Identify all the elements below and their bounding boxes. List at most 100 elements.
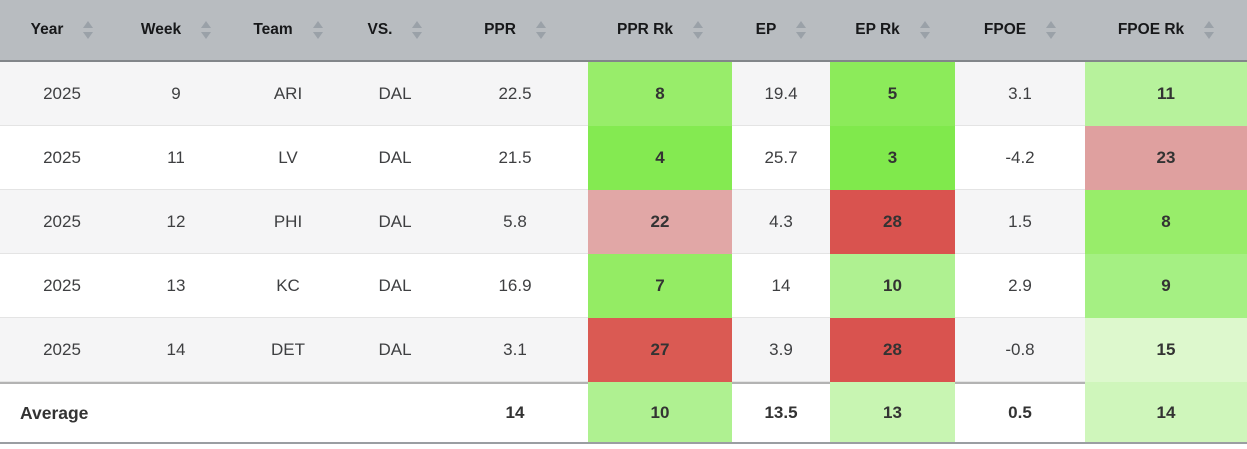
column-header-content: Year — [31, 21, 94, 39]
cell-ppr: 21.5 — [442, 126, 588, 190]
column-header-team[interactable]: Team — [228, 0, 348, 62]
column-header-content: Week — [140, 21, 212, 39]
column-header-fpoe[interactable]: FPOE — [955, 0, 1085, 62]
cell-fpoe_rk: 9 — [1085, 254, 1247, 318]
cell-ep: 25.7 — [732, 126, 830, 190]
cell-ep_rk: 28 — [830, 318, 955, 382]
cell-fpoe: 3.1 — [955, 62, 1085, 126]
sort-desc-icon — [412, 32, 423, 39]
average-cell-ep: 13.5 — [732, 382, 830, 442]
column-header-content: PPR Rk — [617, 21, 703, 39]
cell-ppr: 22.5 — [442, 62, 588, 126]
average-cell-ppr_rk: 10 — [588, 382, 732, 442]
cell-ep: 4.3 — [732, 190, 830, 254]
table-row: 2025 14 DET DAL 3.1 27 3.9 28 -0.8 15 — [0, 318, 1247, 382]
sort-desc-icon — [1046, 32, 1057, 39]
average-cell-fpoe_rk: 14 — [1085, 382, 1247, 442]
column-label: Week — [140, 21, 182, 38]
average-cell-vs — [348, 382, 442, 442]
average-row: Average 14 10 13.5 13 0.5 14 — [0, 382, 1247, 442]
column-header-vs[interactable]: VS. — [348, 0, 442, 62]
column-header-ppr[interactable]: PPR — [442, 0, 588, 62]
cell-ppr_rk: 7 — [588, 254, 732, 318]
sort-asc-icon — [412, 21, 423, 28]
sort-arrows-icon — [693, 21, 703, 39]
cell-year: 2025 — [0, 254, 124, 318]
sort-desc-icon — [796, 32, 807, 39]
cell-vs: DAL — [348, 254, 442, 318]
cell-fpoe_rk: 8 — [1085, 190, 1247, 254]
column-label: EP — [755, 21, 777, 38]
column-header-content: PPR — [484, 21, 546, 39]
column-header-content: EP Rk — [855, 21, 930, 39]
sort-desc-icon — [535, 32, 546, 39]
cell-vs: DAL — [348, 62, 442, 126]
cell-ppr: 3.1 — [442, 318, 588, 382]
column-label: PPR — [484, 21, 516, 38]
sort-arrows-icon — [412, 21, 423, 39]
column-label: EP Rk — [855, 21, 900, 38]
cell-vs: DAL — [348, 318, 442, 382]
cell-week: 12 — [124, 190, 228, 254]
sort-desc-icon — [312, 32, 323, 39]
cell-fpoe_rk: 23 — [1085, 126, 1247, 190]
cell-ppr: 16.9 — [442, 254, 588, 318]
sort-arrows-icon — [83, 21, 94, 39]
cell-ep: 14 — [732, 254, 830, 318]
column-header-content: VS. — [368, 21, 423, 39]
cell-week: 11 — [124, 126, 228, 190]
cell-fpoe_rk: 11 — [1085, 62, 1247, 126]
cell-year: 2025 — [0, 62, 124, 126]
sort-asc-icon — [83, 21, 94, 28]
table-row: 2025 13 KC DAL 16.9 7 14 10 2.9 9 — [0, 254, 1247, 318]
sort-asc-icon — [201, 21, 212, 28]
cell-ep: 19.4 — [732, 62, 830, 126]
sort-asc-icon — [693, 21, 703, 28]
cell-team: ARI — [228, 62, 348, 126]
column-label: PPR Rk — [617, 21, 673, 38]
column-header-content: FPOE Rk — [1118, 21, 1215, 39]
cell-ppr: 5.8 — [442, 190, 588, 254]
sort-arrows-icon — [312, 21, 323, 39]
column-header-content: Team — [253, 21, 323, 39]
sort-arrows-icon — [796, 21, 807, 39]
sort-arrows-icon — [201, 21, 212, 39]
cell-week: 13 — [124, 254, 228, 318]
sort-arrows-icon — [1204, 21, 1215, 39]
column-header-content: FPOE — [983, 21, 1057, 39]
column-header-fpoe_rk[interactable]: FPOE Rk — [1085, 0, 1247, 62]
table-body: 2025 9 ARI DAL 22.5 8 19.4 5 3.1 11 2025 11 LV DAL 21.… — [0, 62, 1247, 382]
column-header-ep_rk[interactable]: EP Rk — [830, 0, 955, 62]
column-label: FPOE — [983, 21, 1027, 38]
table-row: 2025 11 LV DAL 21.5 4 25.7 3 -4.2 23 — [0, 126, 1247, 190]
cell-fpoe: -4.2 — [955, 126, 1085, 190]
cell-year: 2025 — [0, 126, 124, 190]
column-label: VS. — [367, 21, 393, 38]
cell-ppr_rk: 27 — [588, 318, 732, 382]
average-cell-week — [124, 382, 228, 442]
cell-vs: DAL — [348, 190, 442, 254]
cell-team: PHI — [228, 190, 348, 254]
cell-year: 2025 — [0, 190, 124, 254]
sort-asc-icon — [919, 21, 930, 28]
cell-vs: DAL — [348, 126, 442, 190]
column-header-ep[interactable]: EP — [732, 0, 830, 62]
cell-fpoe: 1.5 — [955, 190, 1085, 254]
table-header: Year Week Team VS. PPR PPR Rk EP EP Rk FPOE FPOE … — [0, 0, 1247, 62]
sort-asc-icon — [796, 21, 807, 28]
table-row: 2025 12 PHI DAL 5.8 22 4.3 28 1.5 8 — [0, 190, 1247, 254]
sort-arrows-icon — [535, 21, 546, 39]
column-header-year[interactable]: Year — [0, 0, 124, 62]
cell-week: 14 — [124, 318, 228, 382]
cell-fpoe: -0.8 — [955, 318, 1085, 382]
average-cell-fpoe: 0.5 — [955, 382, 1085, 442]
cell-ep_rk: 10 — [830, 254, 955, 318]
column-header-content: EP — [756, 21, 807, 39]
sort-desc-icon — [1204, 32, 1215, 39]
column-header-week[interactable]: Week — [124, 0, 228, 62]
average-cell-year: Average — [0, 382, 124, 442]
column-header-ppr_rk[interactable]: PPR Rk — [588, 0, 732, 62]
cell-team: DET — [228, 318, 348, 382]
cell-fpoe: 2.9 — [955, 254, 1085, 318]
